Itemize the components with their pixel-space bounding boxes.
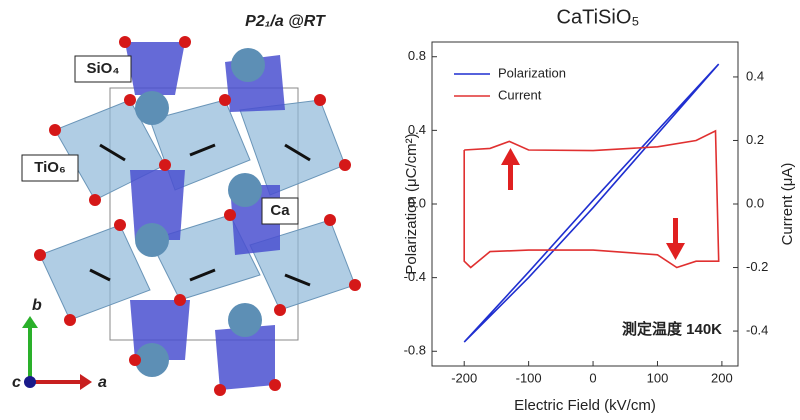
label-box <box>74 55 132 83</box>
space-group: P2₁/a @RT <box>245 13 326 30</box>
series-line <box>463 63 720 343</box>
series-line <box>463 129 720 269</box>
axis-arrow-head <box>80 374 92 390</box>
y2-tick-label: 0.2 <box>746 132 764 147</box>
y-tick-label: 0.8 <box>408 48 426 63</box>
y2-tick-label: 0.0 <box>746 195 764 210</box>
plot-frame <box>431 41 739 367</box>
axis-letter: a <box>98 374 107 391</box>
annotation: 測定温度 140K <box>622 320 722 338</box>
direction-arrows <box>501 148 685 260</box>
legend-label: Polarization <box>498 65 566 80</box>
y2-tick-label: -0.2 <box>746 259 768 274</box>
octahedra <box>39 99 356 321</box>
x-tick-label: -100 <box>516 370 542 385</box>
y-tick-label: -0.4 <box>404 269 426 284</box>
ca-atoms <box>135 48 265 377</box>
y2-axis-label: Current (μA) <box>779 163 796 246</box>
x-tick-label: 0 <box>589 370 596 385</box>
structure-label: SiO₄ <box>87 60 120 77</box>
y2-tick-label: 0.4 <box>746 68 764 83</box>
axis-letter: b <box>32 297 42 314</box>
y-tick-label: 0.0 <box>408 195 426 210</box>
y-tick-label: -0.8 <box>404 343 426 358</box>
y-tick-label: 0.4 <box>408 122 426 137</box>
structure-label: Ca <box>270 202 290 219</box>
y2-tick-label: -0.4 <box>746 322 768 337</box>
label-box <box>21 154 79 182</box>
axis-arrow-head <box>22 316 38 328</box>
ti-arrows <box>89 143 311 287</box>
legend-label: Current <box>498 87 542 102</box>
axis-letter: c <box>12 374 21 391</box>
crystal-structure: SiO₄ TiO₆ Ca P2₁/a @RT b c a <box>12 13 361 396</box>
y-axis-label: Polarization (μC/cm²) <box>403 133 420 274</box>
x-axis-label: Electric Field (kV/cm) <box>514 397 656 414</box>
x-tick-label: -200 <box>451 370 477 385</box>
chart-title: CaTiSiO₅ <box>557 6 640 28</box>
oxygen-atoms <box>34 36 361 396</box>
x-tick-label: 200 <box>711 370 733 385</box>
x-tick-label: 100 <box>647 370 669 385</box>
structure-label: TiO₆ <box>34 159 66 176</box>
axis-origin <box>24 376 36 388</box>
chart: CaTiSiO₅ Electric Field (kV/cm) Polariza… <box>403 6 796 414</box>
label-box <box>261 197 299 225</box>
